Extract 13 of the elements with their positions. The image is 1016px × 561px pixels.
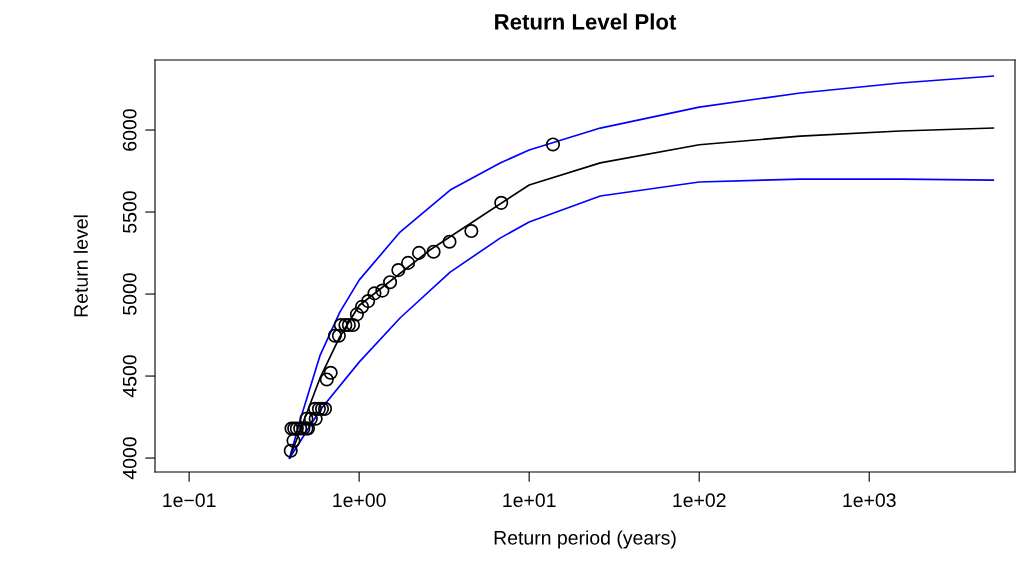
y-tick-label: 5000 — [122, 273, 137, 315]
y-axis-title: Return level — [73, 215, 88, 317]
y-tick-label: 6000 — [122, 109, 137, 151]
y-tick-label: 4000 — [122, 437, 137, 480]
chart-title: Return Level Plot — [495, 13, 677, 30]
x-tick-label: 1e+03 — [843, 493, 896, 508]
x-tick-label: 1e−01 — [163, 493, 216, 508]
x-axis-title: Return period (years) — [494, 530, 676, 549]
y-tick-label: 5500 — [122, 191, 137, 233]
y-tick-label: 4500 — [122, 355, 137, 398]
x-tick-label: 1e+00 — [333, 493, 386, 508]
x-tick-label: 1e+02 — [673, 493, 726, 508]
x-tick-label: 1e+01 — [503, 493, 556, 508]
